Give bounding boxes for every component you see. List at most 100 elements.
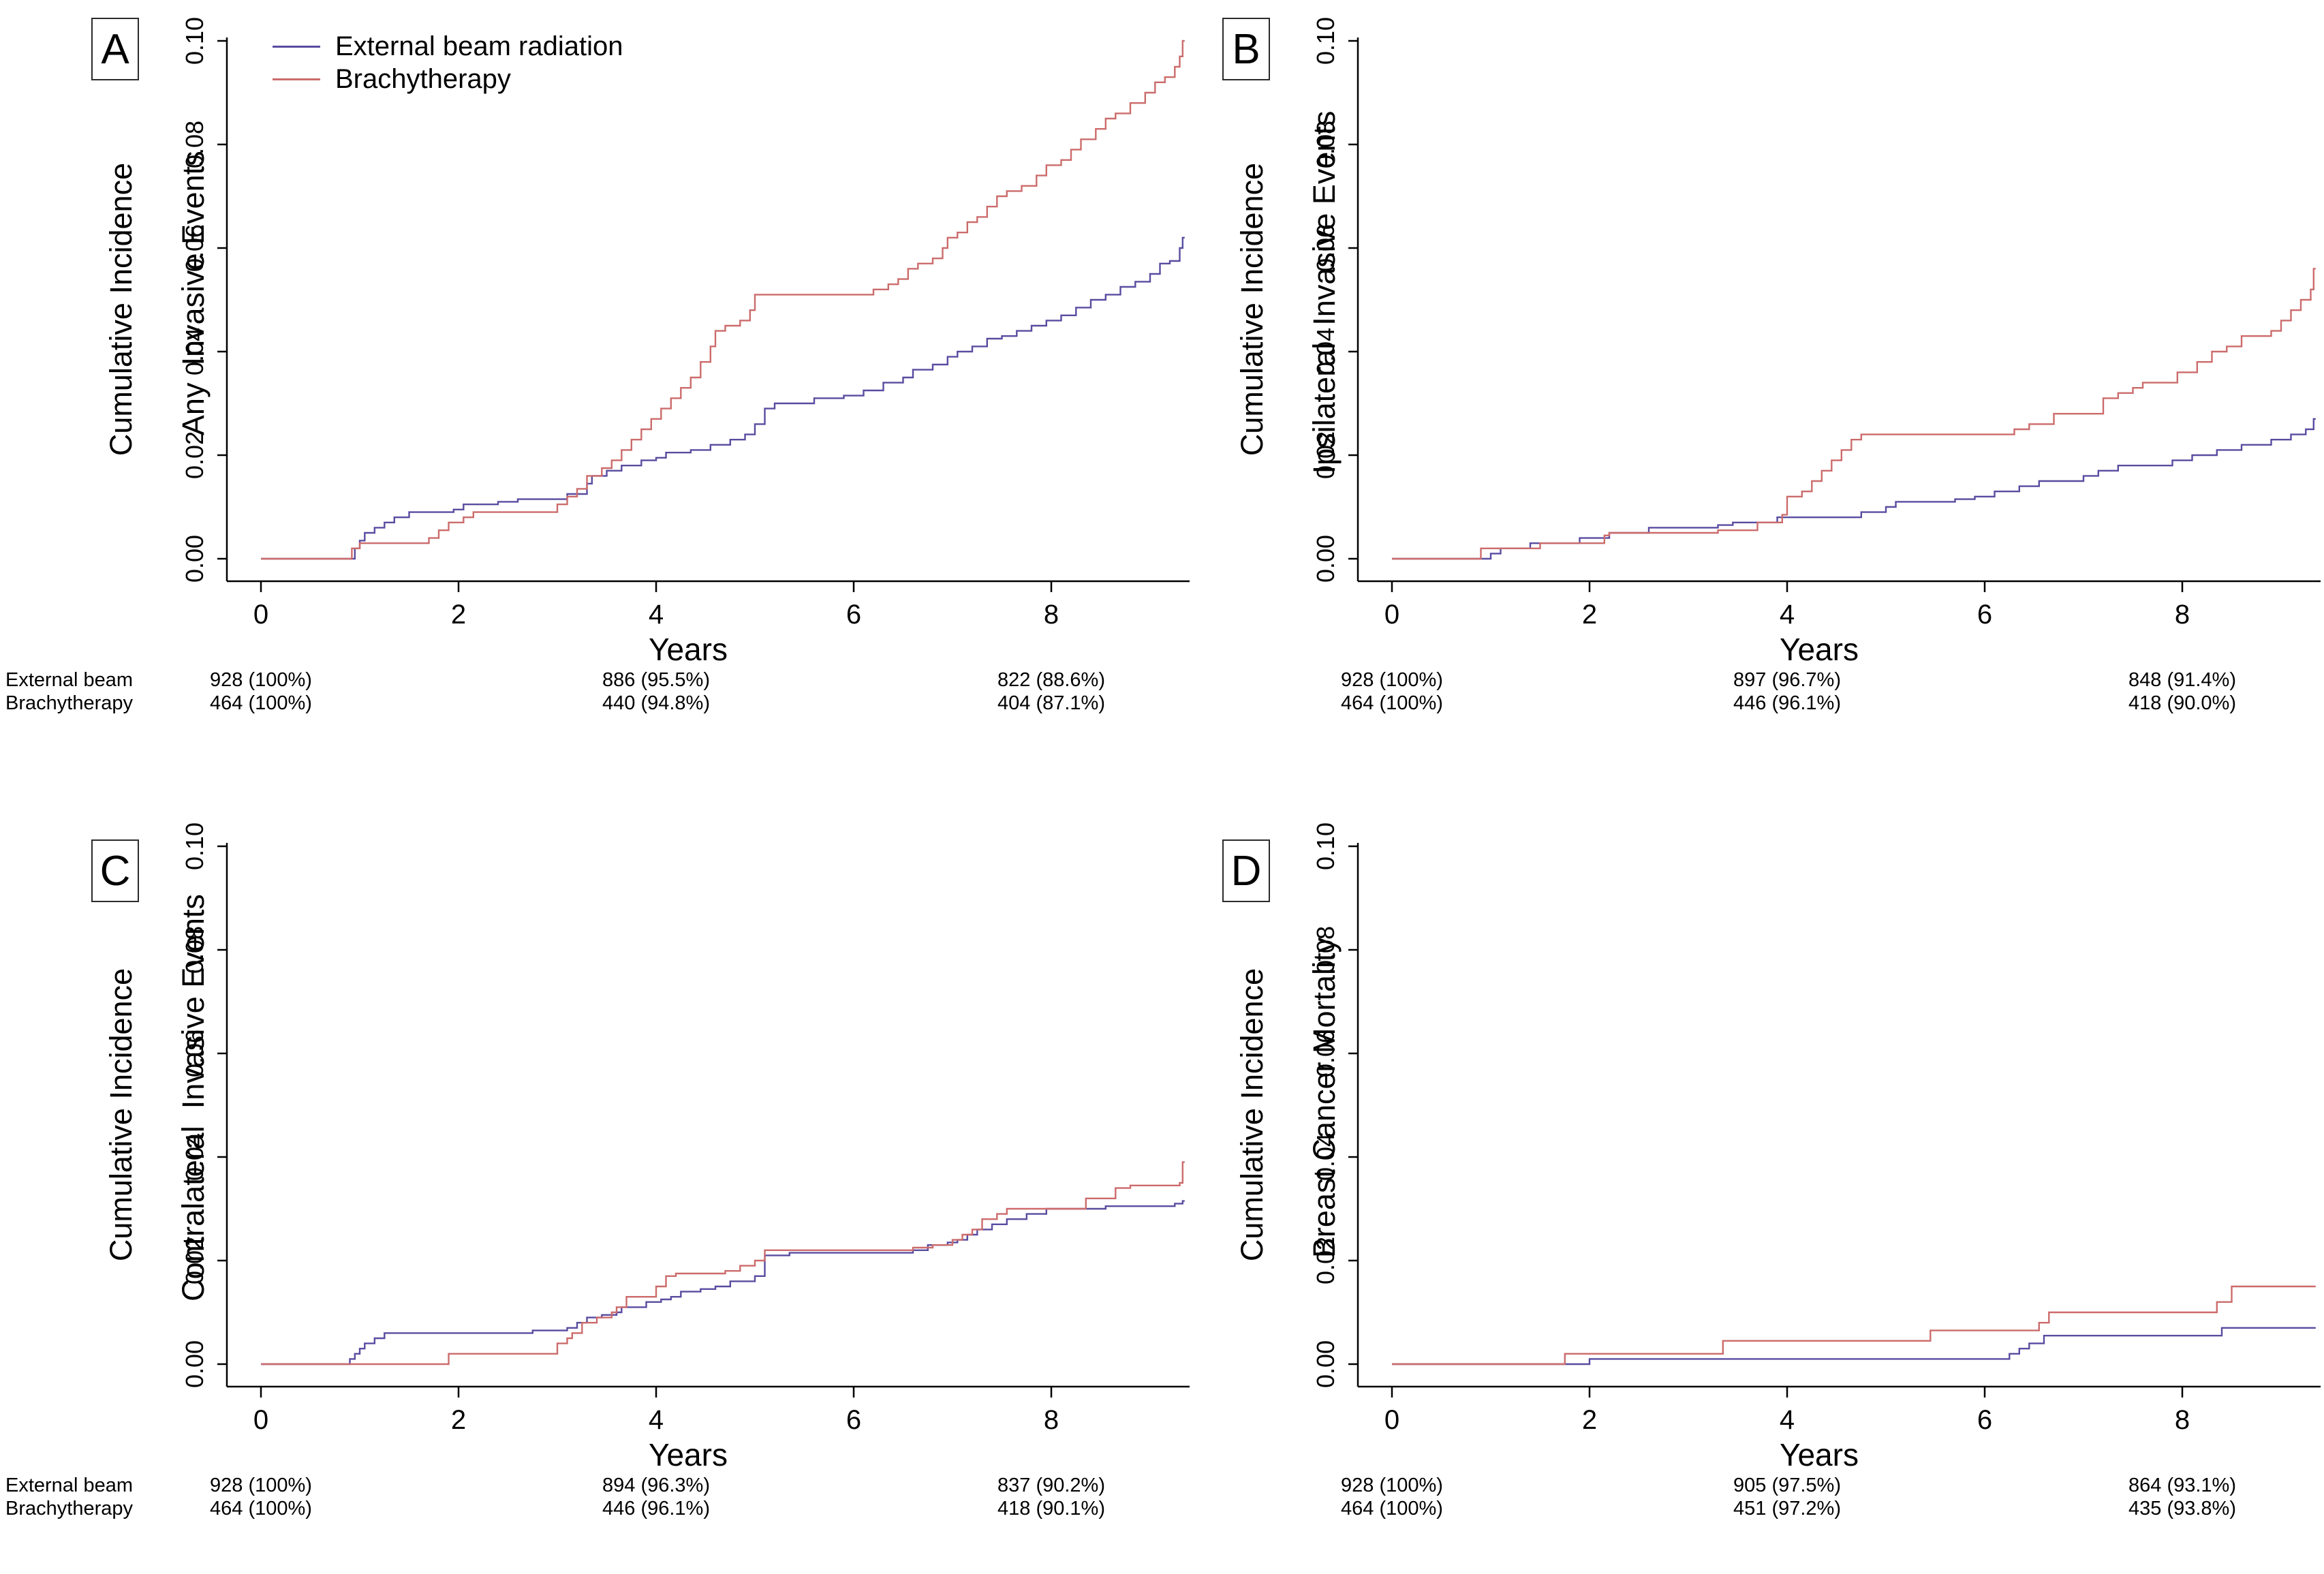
curve-external-beam — [261, 236, 1185, 560]
panel-b-plot: 0.00 0.02 0.04 0.06 0.08 0.10 0 2 4 6 8 — [1315, 17, 2321, 630]
x-axis-tick-label: 6 — [846, 1405, 861, 1435]
panel-a-y-title-line1: Cumulative Incidence — [104, 162, 138, 457]
axes — [1357, 843, 2321, 1388]
risk-cell: 822 (88.6%) — [997, 669, 1105, 691]
y-axis-tick-label: 0.10 — [1315, 822, 1339, 870]
risk-row-label-external-beam: External beam — [5, 669, 133, 691]
y-axis-tick-label: 0.06 — [1315, 224, 1339, 272]
x-axis-tick-label: 0 — [253, 600, 268, 630]
panel-d-x-axis-title: Years — [1780, 1437, 1859, 1472]
panel-a-y-axis-title: Cumulative Incidence Any Invasive Events — [103, 10, 211, 609]
risk-cell: 446 (96.1%) — [602, 1498, 710, 1519]
risk-cell: 440 (94.8%) — [602, 692, 710, 714]
risk-cell: 864 (93.1%) — [2128, 1475, 2236, 1496]
panel-c-x-axis-title: Years — [649, 1437, 728, 1472]
curve-brachytherapy — [1392, 1285, 2316, 1365]
panel-c-letter: C — [91, 839, 139, 902]
x-axis-tick-label: 0 — [1384, 1405, 1399, 1435]
panel-a-letter: A — [91, 18, 139, 80]
x-axis-tick-label: 2 — [451, 1405, 466, 1435]
y-axis-tick-label: 0.02 — [184, 431, 208, 479]
curve-brachytherapy — [1392, 268, 2316, 560]
panel-a-plot: 0.00 0.02 0.04 0.06 0.08 0.10 0 2 4 6 8 — [184, 17, 1190, 630]
x-axis-tick-label: 2 — [451, 600, 466, 630]
legend-label-external-beam: External beam radiation — [335, 31, 623, 61]
x-axis-tick-label: 2 — [1582, 1405, 1597, 1435]
y-axis-tick-label: 0.08 — [184, 121, 208, 168]
axes — [226, 37, 1190, 583]
x-axis-tick-label: 4 — [649, 600, 664, 630]
risk-cell: 928 (100%) — [210, 669, 312, 691]
risk-cell: 928 (100%) — [1341, 669, 1443, 691]
risk-row-label-external-beam: External beam — [5, 1475, 133, 1496]
panel-d-letter: D — [1222, 839, 1270, 902]
x-axis-tick-label: 4 — [1780, 600, 1795, 630]
curve-external-beam — [1392, 1327, 2316, 1365]
risk-cell: 848 (91.4%) — [2128, 669, 2236, 691]
curve-brachytherapy — [261, 1161, 1185, 1365]
y-axis-tick-label: 0.00 — [184, 535, 208, 583]
x-axis-tick-label: 6 — [1977, 1405, 1992, 1435]
y-axis-tick-label: 0.10 — [1315, 17, 1339, 65]
x-axis-tick-label: 8 — [1044, 600, 1059, 630]
y-axis-tick-label: 0.00 — [184, 1340, 208, 1388]
y-axis-tick-label: 0.04 — [184, 328, 208, 375]
x-axis-tick-label: 4 — [649, 1405, 664, 1435]
y-axis-tick-label: 0.06 — [184, 224, 208, 272]
risk-cell: 928 (100%) — [210, 1475, 312, 1496]
y-axis-tick-label: 0.02 — [1315, 431, 1339, 479]
x-axis-tick-label: 6 — [1977, 600, 1992, 630]
y-axis-tick-label: 0.04 — [1315, 328, 1339, 375]
y-axis-tick-label: 0.04 — [184, 1133, 208, 1181]
panel-b: B Cumulative Incidence Ipsilateral Invas… — [1131, 0, 2321, 769]
y-axis-tick-label: 0.00 — [1315, 1340, 1339, 1388]
risk-cell: 418 (90.1%) — [997, 1498, 1105, 1519]
x-axis-tick-label: 4 — [1780, 1405, 1795, 1435]
risk-cell: 451 (97.2%) — [1733, 1498, 1841, 1519]
axes — [1357, 37, 2321, 583]
panel-c-plot: 0.00 0.02 0.04 0.06 0.08 0.10 0 2 4 6 8 — [184, 822, 1190, 1435]
x-axis-tick-label: 8 — [2175, 1405, 2190, 1435]
curve-external-beam — [261, 1200, 1185, 1365]
x-axis-tick-label: 0 — [1384, 600, 1399, 630]
panel-b-y-title-line1: Cumulative Incidence — [1235, 162, 1269, 457]
x-axis-tick-label: 2 — [1582, 600, 1597, 630]
y-axis-tick-label: 0.08 — [1315, 121, 1339, 168]
risk-cell: 886 (95.5%) — [602, 669, 710, 691]
risk-cell: 446 (96.1%) — [1733, 692, 1841, 714]
risk-cell: 418 (90.0%) — [2128, 692, 2236, 714]
panel-a: A Cumulative Incidence Any Invasive Even… — [0, 0, 1190, 769]
panel-d: D Cumulative Incidence Breast Cancer Mor… — [1131, 805, 2321, 1574]
risk-cell: 905 (97.5%) — [1733, 1475, 1841, 1496]
panel-d-plot: 0.00 0.02 0.04 0.06 0.08 0.10 0 2 4 6 8 — [1315, 822, 2321, 1435]
risk-cell: 894 (96.3%) — [602, 1475, 710, 1496]
y-axis-tick-label: 0.10 — [184, 17, 208, 65]
panel-d-y-axis-title: Cumulative Incidence Breast Cancer Morta… — [1234, 815, 1342, 1415]
x-axis-tick-label: 0 — [253, 1405, 268, 1435]
y-axis-tick-label: 0.02 — [1315, 1237, 1339, 1284]
x-axis-tick-label: 8 — [1044, 1405, 1059, 1435]
legend-item-brachytherapy: Brachytherapy — [273, 63, 623, 95]
risk-cell: 464 (100%) — [1341, 692, 1443, 714]
x-axis-tick-label: 8 — [2175, 600, 2190, 630]
risk-cell: 464 (100%) — [1341, 1498, 1443, 1519]
y-axis-tick-label: 0.04 — [1315, 1133, 1339, 1181]
curve-brachytherapy — [261, 40, 1185, 560]
risk-cell: 464 (100%) — [210, 692, 312, 714]
panel-b-x-axis-title: Years — [1780, 632, 1859, 667]
y-axis-tick-label: 0.06 — [1315, 1030, 1339, 1077]
axes — [226, 843, 1190, 1388]
panel-a-x-axis-title: Years — [649, 632, 728, 667]
panel-b-letter: B — [1222, 18, 1270, 80]
y-axis-tick-label: 0.00 — [1315, 535, 1339, 583]
legend-swatch-external-beam — [273, 45, 320, 48]
panel-b-y-axis-title: Cumulative Incidence Ipsilateral Invasiv… — [1234, 10, 1342, 609]
legend: External beam radiation Brachytherapy — [273, 30, 623, 95]
risk-cell: 464 (100%) — [210, 1498, 312, 1519]
legend-item-external-beam: External beam radiation — [273, 30, 623, 63]
legend-swatch-brachytherapy — [273, 78, 320, 80]
risk-cell: 435 (93.8%) — [2128, 1498, 2236, 1519]
y-axis-tick-label: 0.02 — [184, 1237, 208, 1284]
risk-cell: 404 (87.1%) — [997, 692, 1105, 714]
y-axis-tick-label: 0.06 — [184, 1030, 208, 1077]
